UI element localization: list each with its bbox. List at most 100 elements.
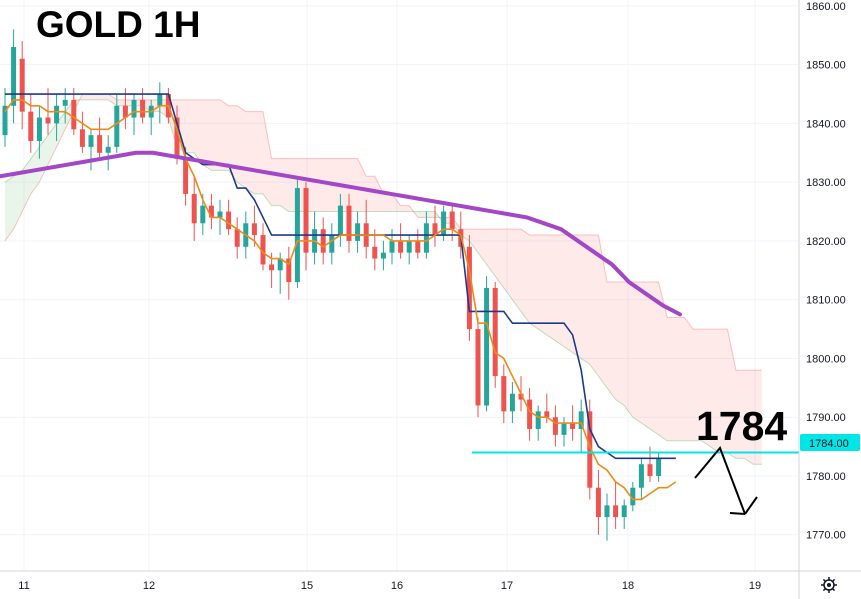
candle-body — [561, 423, 567, 435]
candle-body — [88, 135, 94, 147]
candle — [509, 381, 515, 424]
cloud-segment — [400, 205, 410, 212]
settings-gear-icon[interactable] — [821, 577, 837, 593]
candle-body — [122, 105, 128, 118]
cloud-segment — [263, 111, 272, 206]
candle — [294, 176, 300, 288]
candle — [251, 205, 257, 247]
candle — [97, 117, 103, 159]
x-tick-label: 15 — [301, 580, 313, 592]
cloud-segment — [529, 235, 539, 330]
time-axis[interactable]: 11 12 15 16 17 18 19 — [18, 580, 761, 592]
level-label: 1784 — [696, 403, 787, 449]
cloud-segment — [108, 94, 117, 106]
grid — [0, 0, 798, 570]
candle — [630, 481, 636, 512]
candle — [621, 499, 627, 529]
candle — [2, 88, 8, 147]
candle-body — [19, 58, 25, 112]
cloud-segment — [374, 176, 384, 212]
cloud-segment — [667, 317, 676, 441]
y-tick-label: 1840.00 — [806, 118, 846, 130]
candle-body — [346, 205, 352, 241]
candle — [380, 240, 386, 271]
cloud-segment — [736, 370, 745, 459]
candle-body — [441, 211, 447, 236]
projection-path — [694, 446, 746, 515]
candle — [191, 176, 197, 241]
level-price-tag-box — [800, 434, 860, 451]
candle-body — [286, 258, 292, 283]
cloud-segment — [237, 105, 246, 189]
candle — [320, 217, 326, 265]
candle — [535, 405, 541, 441]
x-tick-label: 17 — [501, 580, 513, 592]
candle — [11, 29, 17, 124]
cloud-segment — [598, 235, 607, 388]
cloud-segment — [615, 282, 625, 406]
candle — [54, 94, 60, 142]
x-tick-label: 18 — [622, 580, 634, 592]
cloud-segment — [727, 329, 736, 459]
cloud-segment — [280, 158, 289, 212]
candle-body — [535, 411, 541, 429]
y-tick-label: 1780.00 — [806, 471, 846, 483]
candle — [501, 364, 507, 424]
candle-body — [587, 411, 593, 488]
cloud-segment — [228, 105, 238, 183]
candle — [286, 246, 292, 300]
cloud-segment — [478, 229, 487, 265]
candle-body — [45, 117, 51, 124]
candle-body — [398, 240, 404, 253]
x-tick-label: 16 — [391, 580, 403, 592]
candle — [527, 387, 533, 441]
candle — [604, 493, 610, 541]
candle-body — [638, 464, 644, 488]
candle — [415, 229, 421, 259]
cloud-segment — [116, 99, 126, 106]
candle-body — [11, 47, 17, 106]
candle — [105, 135, 111, 171]
candle — [561, 417, 567, 447]
candle — [432, 205, 438, 247]
candle-body — [174, 117, 180, 159]
candle — [466, 235, 472, 341]
candle-body — [28, 111, 34, 142]
candle-body — [621, 505, 627, 518]
price-axis[interactable]: 1770.00 1780.00 1790.00 1800.00 1810.00 1820.… — [806, 1, 846, 542]
cloud-segment — [744, 370, 754, 465]
cloud-segment — [271, 158, 281, 206]
candle-body — [501, 376, 507, 412]
candle — [552, 405, 558, 447]
y-tick-label: 1770.00 — [806, 530, 846, 542]
candle-body — [97, 135, 103, 153]
x-tick-label: 19 — [749, 580, 761, 592]
cloud-segment — [589, 235, 599, 377]
cloud-segment — [650, 282, 659, 435]
cloud-segment — [48, 123, 57, 165]
chart-title: GOLD 1H — [36, 4, 200, 45]
candle-body — [613, 505, 619, 518]
candle-body — [578, 411, 584, 429]
candle — [492, 282, 498, 388]
candle-body — [544, 411, 550, 418]
candle-body — [389, 240, 395, 253]
cloud-segment — [202, 99, 212, 171]
projection-arrow — [694, 446, 758, 515]
cloud-segment — [323, 158, 332, 212]
candle — [613, 481, 619, 529]
candle-body — [449, 211, 455, 230]
candle-body — [260, 235, 266, 265]
candle — [19, 41, 25, 130]
candle-body — [114, 105, 120, 147]
candle-body — [406, 240, 412, 253]
cloud-span-a — [4, 99, 762, 465]
cloud-segment — [392, 193, 401, 212]
y-tick-label: 1860.00 — [806, 1, 846, 13]
candle-body — [2, 105, 8, 136]
candle-body — [183, 158, 189, 194]
candle — [578, 399, 584, 453]
cloud-segment — [91, 94, 100, 100]
candle — [346, 193, 352, 253]
cloud-segment — [314, 158, 324, 212]
